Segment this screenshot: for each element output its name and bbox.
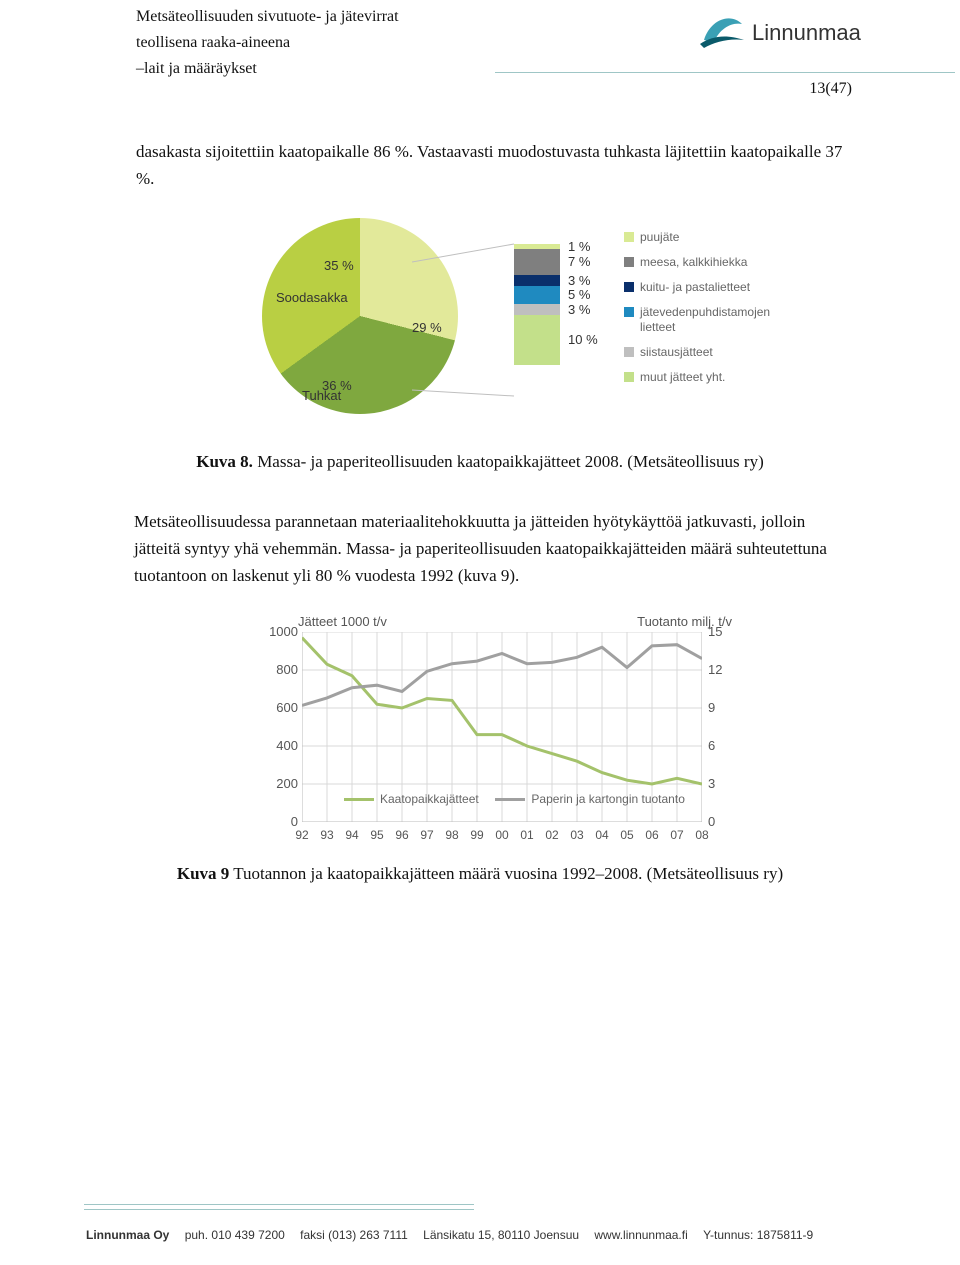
pie-pct-0: 35 % bbox=[324, 258, 354, 273]
pie-name-tuhkat: Tuhkat bbox=[302, 388, 341, 403]
stack-label-1: 7 % bbox=[568, 254, 590, 269]
xtick-05: 05 bbox=[615, 828, 639, 842]
figure-8-legend: puujäte meesa, kalkkihiekka kuitu- ja past… bbox=[624, 230, 790, 395]
stack-label-2: 3 % bbox=[568, 273, 590, 288]
logo-text: Linnunmaa bbox=[752, 20, 862, 45]
legend-label-tuotanto: Paperin ja kartongin tuotanto bbox=[531, 792, 684, 806]
footer-phone-label: puh. bbox=[185, 1228, 208, 1242]
legend-swatch-1 bbox=[624, 257, 634, 267]
footer-vat-label: Y-tunnus: bbox=[703, 1228, 753, 1242]
stack-seg-2 bbox=[514, 275, 560, 286]
xtick-06: 06 bbox=[640, 828, 664, 842]
footer-web: www.linnunmaa.fi bbox=[594, 1228, 687, 1242]
xtick-99: 99 bbox=[465, 828, 489, 842]
ytick-right-15: 15 bbox=[708, 624, 732, 639]
xtick-07: 07 bbox=[665, 828, 689, 842]
legend-text-0: puujäte bbox=[640, 230, 679, 245]
footer-vat: 1875811-9 bbox=[757, 1228, 814, 1242]
xtick-02: 02 bbox=[540, 828, 564, 842]
xtick-03: 03 bbox=[565, 828, 589, 842]
ytick-right-6: 6 bbox=[708, 738, 732, 753]
stack-seg-4 bbox=[514, 304, 560, 315]
footer-rule bbox=[84, 1204, 474, 1210]
footer-address: Länsikatu 15, 80110 Joensuu bbox=[423, 1228, 579, 1242]
linnunmaa-logo-icon: Linnunmaa bbox=[696, 8, 876, 54]
footer-fax-label: faksi bbox=[300, 1228, 325, 1242]
xtick-93: 93 bbox=[315, 828, 339, 842]
ytick-right-9: 9 bbox=[708, 700, 732, 715]
legend-text-1: meesa, kalkkihiekka bbox=[640, 255, 747, 270]
legend-row-3: jätevedenpuhdistamojen lietteet bbox=[624, 305, 790, 335]
legend-row-0: puujäte bbox=[624, 230, 790, 245]
figure-9-legend: Kaatopaikkajätteet Paperin ja kartongin … bbox=[344, 792, 685, 806]
legend-swatch-4 bbox=[624, 347, 634, 357]
logo: Linnunmaa bbox=[696, 8, 876, 59]
left-axis-title: Jätteet 1000 t/v bbox=[298, 614, 387, 629]
xtick-95: 95 bbox=[365, 828, 389, 842]
figure-9-caption: Kuva 9 Tuotannon ja kaatopaikkajätteen m… bbox=[0, 864, 960, 884]
ytick-right-3: 3 bbox=[708, 776, 732, 791]
figure-9-caption-bold: Kuva 9 bbox=[177, 864, 229, 883]
legend-row-2: kuitu- ja pastalietteet bbox=[624, 280, 790, 295]
stack-label-0: 1 % bbox=[568, 239, 590, 254]
body-paragraph-1: dasakasta sijoitettiin kaatopaikalle 86 … bbox=[136, 138, 850, 192]
ytick-right-0: 0 bbox=[708, 814, 732, 829]
stack-seg-5 bbox=[514, 315, 560, 365]
stack-label-3: 5 % bbox=[568, 287, 590, 302]
xtick-01: 01 bbox=[515, 828, 539, 842]
header-rule bbox=[495, 72, 955, 73]
legend-row-5: muut jätteet yht. bbox=[624, 370, 790, 385]
pie-name-soodasakka: Soodasakka bbox=[276, 290, 348, 305]
footer-company: Linnunmaa Oy bbox=[86, 1228, 169, 1242]
legend-label-kaatopaikka: Kaatopaikkajätteet bbox=[380, 792, 479, 806]
figure-9-caption-rest: Tuotannon ja kaatopaikkajätteen määrä vu… bbox=[229, 864, 783, 883]
ytick-left-600: 600 bbox=[264, 700, 298, 715]
legend-text-3: jätevedenpuhdistamojen lietteet bbox=[640, 305, 790, 335]
ytick-left-800: 800 bbox=[264, 662, 298, 677]
stack-label-4: 3 % bbox=[568, 302, 590, 317]
legend-text-5: muut jätteet yht. bbox=[640, 370, 725, 385]
legend-swatch-5 bbox=[624, 372, 634, 382]
legend-swatch-3 bbox=[624, 307, 634, 317]
footer-fax: (013) 263 7111 bbox=[328, 1228, 408, 1242]
legend-swatch-2 bbox=[624, 282, 634, 292]
xtick-97: 97 bbox=[415, 828, 439, 842]
xtick-96: 96 bbox=[390, 828, 414, 842]
legend-text-2: kuitu- ja pastalietteet bbox=[640, 280, 750, 295]
stack-label-5: 10 % bbox=[568, 332, 598, 347]
figure-8-caption: Kuva 8. Massa- ja paperiteollisuuden kaa… bbox=[0, 452, 960, 472]
legend-row-1: meesa, kalkkihiekka bbox=[624, 255, 790, 270]
legend-swatch-kaatopaikka bbox=[344, 798, 374, 801]
stack-seg-3 bbox=[514, 286, 560, 304]
legend-row-4: siistausjätteet bbox=[624, 345, 790, 360]
xtick-92: 92 bbox=[290, 828, 314, 842]
xtick-00: 00 bbox=[490, 828, 514, 842]
legend-swatch-0 bbox=[624, 232, 634, 242]
legend-text-4: siistausjätteet bbox=[640, 345, 713, 360]
figure-8-caption-rest: Massa- ja paperiteollisuuden kaatopaikka… bbox=[253, 452, 764, 471]
ytick-left-200: 200 bbox=[264, 776, 298, 791]
xtick-08: 08 bbox=[690, 828, 714, 842]
figure-8-caption-bold: Kuva 8. bbox=[196, 452, 253, 471]
ytick-left-400: 400 bbox=[264, 738, 298, 753]
ytick-left-1000: 1000 bbox=[264, 624, 298, 639]
header-line-3: –lait ja määräykset bbox=[136, 56, 876, 82]
stack-seg-1 bbox=[514, 249, 560, 275]
ytick-left-0: 0 bbox=[264, 814, 298, 829]
figure-8-pie-chart: 35 % 29 % 36 % Soodasakka Tuhkat 1 %7 %3… bbox=[262, 210, 882, 430]
xtick-94: 94 bbox=[340, 828, 364, 842]
xtick-04: 04 bbox=[590, 828, 614, 842]
page-footer: Linnunmaa Oy puh. 010 439 7200 faksi (01… bbox=[86, 1228, 886, 1242]
footer-phone: 010 439 7200 bbox=[211, 1228, 284, 1242]
ytick-right-12: 12 bbox=[708, 662, 732, 677]
xtick-98: 98 bbox=[440, 828, 464, 842]
legend-swatch-tuotanto bbox=[495, 798, 525, 801]
figure-9-line-chart: Jätteet 1000 t/v Tuotanto milj. t/v 0200… bbox=[262, 614, 742, 858]
page-number: 13(47) bbox=[809, 80, 852, 98]
body-paragraph-2: Metsäteollisuudessa parannetaan materiaa… bbox=[134, 508, 852, 589]
